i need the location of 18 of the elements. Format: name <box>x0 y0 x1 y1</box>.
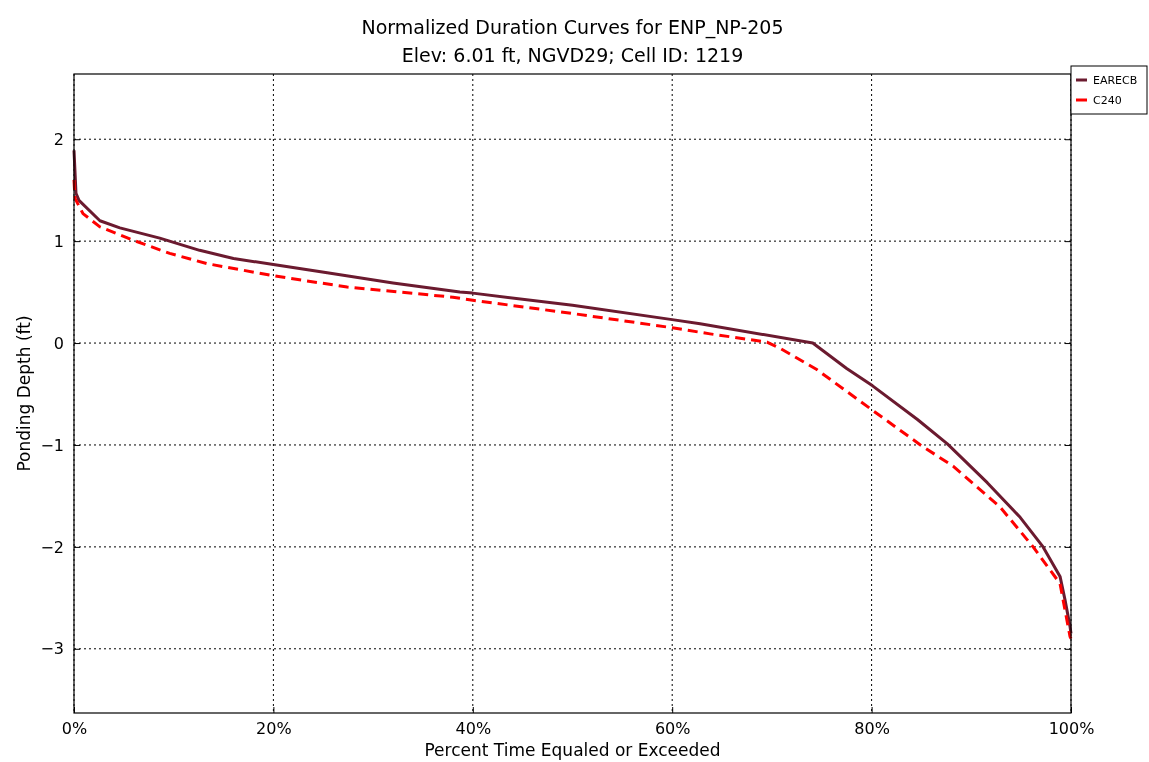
legend-label: C240 <box>1093 94 1122 107</box>
y-tick-label: 2 <box>53 129 64 149</box>
x-tick-label: 60% <box>654 719 691 739</box>
x-tick-label: 80% <box>854 719 890 739</box>
x-tick-label: 40% <box>455 719 492 739</box>
legend-label: EARECB <box>1093 74 1138 87</box>
chart-subtitle: Elev: 6.01 ft, NGVD29; Cell ID: 1219 <box>401 44 744 66</box>
y-tick-label: 0 <box>53 333 64 353</box>
y-tick-label: −1 <box>40 435 64 455</box>
y-tick-label: −3 <box>40 639 64 659</box>
x-tick-label: 100% <box>1048 719 1095 739</box>
y-tick-label: −2 <box>40 537 64 557</box>
y-axis-title: Ponding Depth (ft) <box>14 315 34 472</box>
x-tick-label: 20% <box>256 719 292 739</box>
chart-title: Normalized Duration Curves for ENP_NP-205 <box>361 16 784 39</box>
y-tick-label: 1 <box>53 231 64 251</box>
x-tick-label: 0% <box>61 719 88 739</box>
x-axis-title: Percent Time Equaled or Exceeded <box>424 740 721 760</box>
